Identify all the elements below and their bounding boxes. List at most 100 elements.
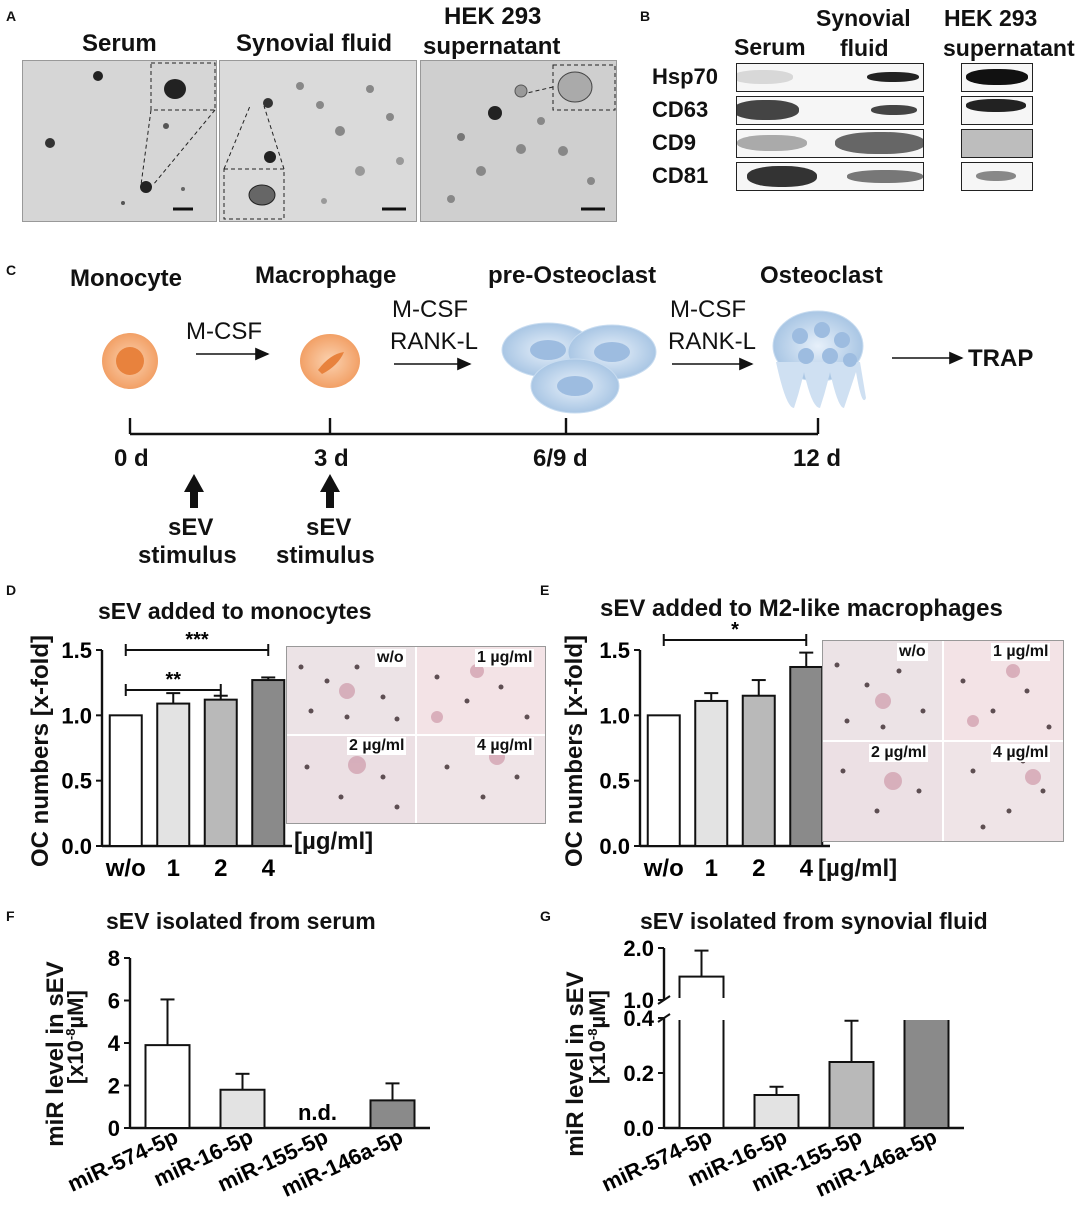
blot-row-hsp70: Hsp70 [652,64,719,89]
micrograph-title-serum: Serum [82,30,157,57]
blot-cd9 [736,129,924,158]
y-tick-label: 2 [108,1074,120,1099]
x-tick-label: 2 [752,855,765,882]
y-tick-label: 4 [108,1031,121,1056]
micrograph-e-label-0: w/o [897,643,928,661]
y-tick-label: 1.0 [599,703,630,728]
factor-mcsf-3: M-CSF [670,296,746,323]
chart-g-plot: 0.00.20.41.02.0miR-574-5pmiR-16-5pmiR-15… [598,936,964,1202]
micrograph-synovial [219,60,417,222]
timepoint-12d: 12 d [793,445,842,472]
chart-d-xunit: [µg/ml] [294,828,374,855]
y-tick-label: 1.0 [61,703,92,728]
y-tick-label: 1.0 [623,988,654,1013]
bar [741,694,776,847]
panel-label-e: E [540,582,550,598]
bar-break-gap [677,998,726,1020]
panel-label-a: A [6,8,17,24]
micrograph-title-hek-1: HEK 293 [444,3,542,30]
x-tick-label: w/o [105,855,146,882]
bar [646,714,681,848]
chart-f-plot: 02468miR-574-5pmiR-16-5pn.d.miR-155-5pmi… [64,946,430,1202]
y-tick-label: 1.5 [599,638,630,663]
blot-hek-hsp70 [961,63,1033,92]
panel-label-f: F [6,908,15,924]
bar [144,1044,191,1129]
bar [156,702,191,847]
blot-hsp70 [736,63,924,92]
blot-row-cd63: CD63 [652,97,709,122]
blot-column-synovial-2: fluid [840,35,889,61]
x-tick-label: 1 [167,855,180,882]
macrophage-cell-icon [300,334,360,388]
blot-cd81 [736,162,924,191]
bar [203,698,238,847]
micrograph-title-synovial: Synovial fluid [236,30,393,57]
chart-d-plot: 0.0 0.5 1.0 1.5 w/o 1 2 4 ***** [61,629,292,882]
bar [828,1061,875,1129]
chart-e-plot: 0.0 0.5 1.0 1.5 w/o 1 2 4 * [599,619,830,882]
factor-mcsf-2: M-CSF [392,296,468,323]
y-tick-label: 0.5 [61,769,92,794]
differentiation-scheme [102,310,964,508]
stimulus-1-line1: sEV [168,514,214,541]
significance-label: ** [165,669,181,691]
timepoint-0d: 0 d [114,445,149,472]
y-tick-label: 0.0 [599,834,630,859]
y-tick-label: 0.0 [61,834,92,859]
y-tick-label: 8 [108,946,120,971]
bar [219,1088,266,1129]
stage-osteoclast: Osteoclast [760,262,883,289]
factor-mcsf-1: M-CSF [186,318,262,345]
stimulus-arrow-2 [320,474,340,508]
bar [369,1099,416,1129]
micrograph-d-label-0: w/o [375,649,406,667]
y-tick-label: 0.4 [623,1006,654,1031]
blot-hek-cd63 [961,96,1033,125]
osteoclast-cell-icon [772,310,866,408]
bar [789,665,824,848]
y-tick-label: 0 [108,1116,120,1141]
timepoint-3d: 3 d [314,445,349,472]
micrograph-d-label-2: 2 µg/ml [347,737,407,755]
blot-column-synovial-1: Synovial [816,5,911,31]
x-tick-label: 1 [705,855,718,882]
chart-e-xunit: [µg/ml] [818,855,898,882]
pre-osteoclast-cell-icon [501,322,657,414]
micrograph-title-hek-2: supernatant [423,33,561,60]
y-tick-label: 1.5 [61,638,92,663]
not-detected-label: n.d. [298,1100,337,1125]
stimulus-2-line1: sEV [306,514,352,541]
monocyte-cell-icon [102,333,158,389]
panel-label-c: C [6,262,17,278]
stage-macrophage: Macrophage [255,262,397,289]
factor-rankl-2: RANK-L [390,328,479,355]
significance-label: * [731,619,739,641]
blot-hek-cd9 [961,129,1033,158]
panel-label-d: D [6,582,17,598]
panel-label-g: G [540,908,551,924]
micrograph-hek [420,60,617,222]
blot-row-cd9: CD9 [652,130,697,155]
blot-hek-cd81 [961,162,1033,191]
micrograph-e-label-1: 1 µg/ml [991,643,1051,661]
micrograph-grid-e: w/o 1 µg/ml 2 µg/ml 4 µg/ml [822,640,1064,842]
stimulus-2-line2: stimulus [276,542,375,569]
factor-rankl-3: RANK-L [668,328,757,355]
blot-column-hek-2: supernatant [943,35,1075,61]
stimulus-arrow-1 [184,474,204,508]
blot-column-hek-1: HEK 293 [944,5,1038,31]
micrograph-e-label-3: 4 µg/ml [991,744,1051,762]
y-tick-label: 2.0 [623,936,654,961]
chart-d-title: sEV added to monocytes [98,598,372,624]
micrograph-serum [22,60,217,222]
timepoint-6-9d: 6/9 d [533,445,588,472]
micrograph-e-label-2: 2 µg/ml [869,744,929,762]
y-tick-label: 0.0 [623,1116,654,1141]
x-tick-label: w/o [643,855,684,882]
micrograph-d-label-1: 1 µg/ml [475,649,535,667]
panel-label-b: B [640,8,651,24]
blot-row-cd81: CD81 [652,163,709,188]
chart-g-title: sEV isolated from synovial fluid [640,908,988,934]
bar [753,1094,800,1129]
